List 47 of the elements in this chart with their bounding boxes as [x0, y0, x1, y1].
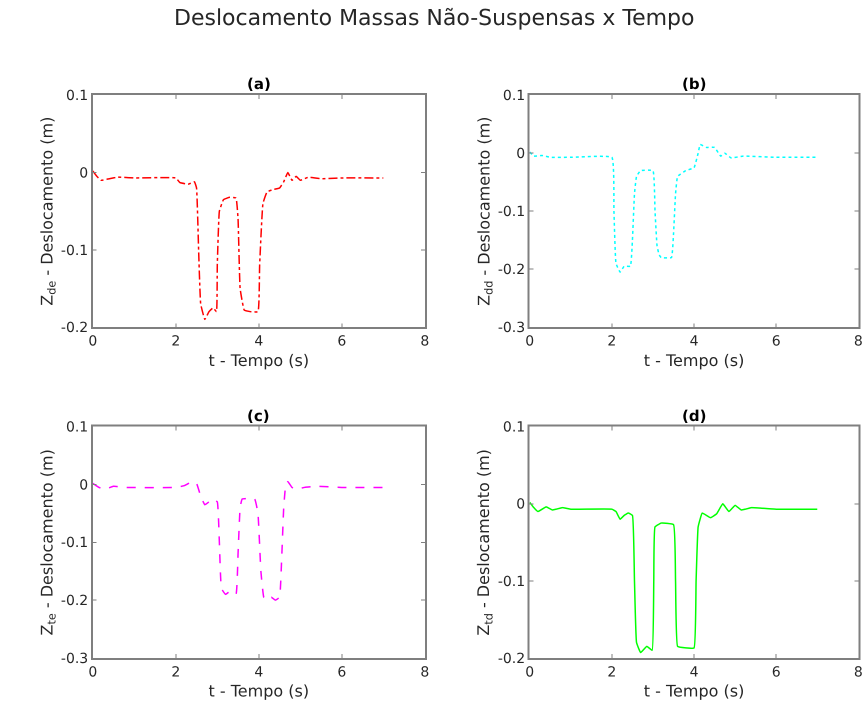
- y-tick-label: -0.1: [60, 242, 88, 259]
- x-tick-label: 4: [690, 664, 699, 680]
- x-tick-label: 6: [772, 664, 781, 680]
- x-tick-label: 4: [690, 334, 699, 350]
- x-tick-label: 2: [171, 334, 180, 350]
- y-tick-label: -0.2: [498, 262, 526, 278]
- y-tick-label: 0.1: [502, 88, 526, 104]
- y-tick-label: -0.1: [498, 204, 526, 220]
- x-tick-label: 2: [607, 664, 616, 680]
- x-tick-label: 6: [337, 334, 346, 350]
- y-tick-label: 0.1: [66, 420, 88, 436]
- x-tick-label: 8: [420, 664, 430, 680]
- y-tick-label: 0.1: [502, 420, 526, 436]
- y-tick-label: 0: [79, 477, 88, 494]
- chart-title: (c): [247, 407, 270, 425]
- line-series: [530, 502, 818, 654]
- y-tick-label: 0: [79, 165, 88, 182]
- x-tick-label: 4: [254, 334, 264, 350]
- chart-title: (d): [682, 407, 706, 425]
- line-series: [530, 144, 818, 273]
- y-tick-label: -0.2: [498, 650, 526, 667]
- y-tick-label: -0.3: [60, 650, 88, 667]
- x-tick-label: 6: [337, 664, 346, 680]
- chart-title: (b): [682, 75, 706, 93]
- x-tick-label: 2: [607, 334, 616, 350]
- y-tick-label: -0.2: [60, 593, 88, 610]
- x-tick-label: 4: [254, 664, 264, 680]
- chart-title: (a): [247, 75, 271, 93]
- x-axis-title: t - Tempo (s): [208, 350, 310, 370]
- y-tick-label: -0.1: [498, 574, 526, 590]
- x-tick-label: 8: [854, 664, 863, 680]
- x-tick-label: 6: [772, 334, 781, 350]
- y-tick-label: 0.1: [66, 88, 88, 104]
- line-series: [92, 480, 384, 601]
- x-tick-label: 8: [854, 334, 863, 350]
- y-tick-label: 0: [516, 146, 526, 162]
- x-axis-title: t - Tempo (s): [644, 350, 744, 370]
- x-tick-label: 8: [420, 334, 430, 350]
- x-tick-label: 2: [171, 664, 180, 680]
- line-series: [92, 170, 384, 320]
- y-tick-label: 0: [516, 496, 526, 513]
- y-tick-label: -0.2: [60, 320, 88, 336]
- x-axis-title: t - Tempo (s): [644, 682, 744, 701]
- x-axis-title: t - Tempo (s): [208, 682, 310, 701]
- y-tick-label: -0.1: [60, 535, 88, 552]
- y-tick-label: -0.3: [498, 320, 526, 336]
- text: Deslocamento Massas Não-Suspensas x Tempo: [174, 6, 694, 31]
